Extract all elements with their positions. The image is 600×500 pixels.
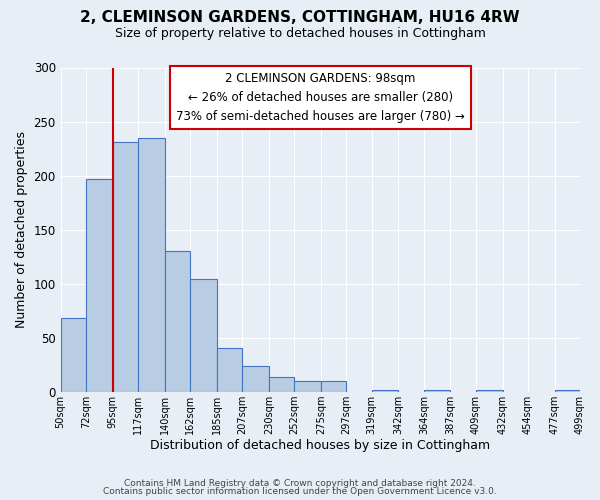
Text: Size of property relative to detached houses in Cottingham: Size of property relative to detached ho… — [115, 28, 485, 40]
Bar — [295, 381, 321, 392]
Bar — [190, 280, 217, 392]
Bar — [165, 251, 190, 392]
X-axis label: Distribution of detached houses by size in Cottingham: Distribution of detached houses by size … — [150, 440, 490, 452]
Bar — [269, 376, 295, 392]
Bar — [138, 138, 165, 392]
Bar — [217, 348, 242, 392]
Bar — [61, 318, 86, 392]
Bar — [321, 381, 346, 392]
Text: 2 CLEMINSON GARDENS: 98sqm
← 26% of detached houses are smaller (280)
73% of sem: 2 CLEMINSON GARDENS: 98sqm ← 26% of deta… — [176, 72, 465, 124]
Y-axis label: Number of detached properties: Number of detached properties — [15, 131, 28, 328]
Text: Contains public sector information licensed under the Open Government Licence v3: Contains public sector information licen… — [103, 487, 497, 496]
Bar — [372, 390, 398, 392]
Bar — [242, 366, 269, 392]
Bar — [554, 390, 580, 392]
Bar — [113, 142, 138, 392]
Text: Contains HM Land Registry data © Crown copyright and database right 2024.: Contains HM Land Registry data © Crown c… — [124, 478, 476, 488]
Bar — [424, 390, 451, 392]
Bar — [86, 179, 113, 392]
Bar — [476, 390, 503, 392]
Text: 2, CLEMINSON GARDENS, COTTINGHAM, HU16 4RW: 2, CLEMINSON GARDENS, COTTINGHAM, HU16 4… — [80, 10, 520, 25]
